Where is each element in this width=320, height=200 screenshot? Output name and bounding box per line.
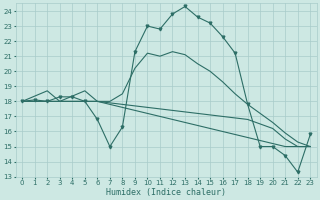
X-axis label: Humidex (Indice chaleur): Humidex (Indice chaleur): [106, 188, 226, 197]
